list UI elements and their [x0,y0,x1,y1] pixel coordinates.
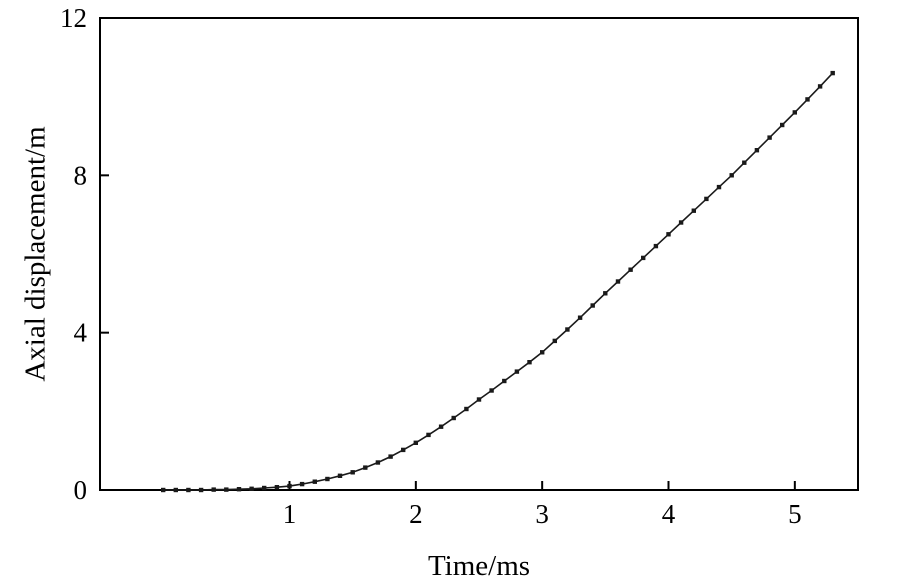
data-point-marker [729,173,734,178]
data-point-marker [312,479,317,484]
data-point-marker [641,255,646,261]
data-point-marker [565,327,570,332]
data-point-marker [817,84,823,89]
data-point-marker [691,208,696,213]
data-point-marker [325,476,330,482]
data-point-marker [426,432,431,438]
data-point-marker [742,160,747,165]
y-tick-label: 4 [74,318,88,348]
data-point-marker [603,291,608,296]
x-tick-label: 3 [535,499,549,529]
data-point-marker [413,440,418,445]
data-point-marker [577,315,583,320]
x-tick-label: 5 [788,499,802,529]
data-point-marker [287,483,292,489]
data-point-marker [350,470,355,475]
data-point-marker [476,397,482,402]
data-point-marker [173,487,178,493]
data-point-marker [514,369,520,374]
data-point-marker [198,487,204,493]
data-point-marker [792,110,797,115]
data-point-marker [830,70,835,76]
data-point-marker [262,485,267,491]
data-point-marker [274,485,280,490]
data-point-marker [388,454,393,459]
data-point-marker [590,303,595,308]
data-point-marker [767,135,772,140]
data-point-marker [628,267,633,272]
data-point-marker [236,487,242,492]
data-point-marker [653,243,659,249]
plot-frame [99,17,859,491]
data-point-marker [704,196,709,202]
data-point-marker [249,486,254,491]
data-point-marker [299,481,305,487]
data-point-marker [375,460,381,465]
data-point-marker [464,406,469,412]
y-axis-label: Axial displacement/m [19,126,52,382]
y-tick-label: 8 [74,160,88,190]
series-line [163,72,834,491]
data-point-marker [186,487,191,493]
y-tick-label: 0 [74,475,88,505]
data-point-marker [161,487,166,493]
x-tick-label: 1 [283,499,297,529]
data-point-marker [489,388,494,393]
data-point-marker [666,232,671,237]
data-point-marker [438,424,444,429]
data-point-marker [211,487,216,492]
data-point-marker [363,465,368,470]
data-point-marker [401,447,406,453]
x-axis-label: Time/ms [427,550,531,582]
data-point-marker [552,338,557,344]
data-point-marker [716,184,722,190]
data-point-marker [805,97,810,102]
data-point-marker [754,148,760,153]
x-tick-label: 4 [662,499,676,529]
data-point-marker [224,487,229,492]
data-point-marker [337,473,343,478]
data-point-marker [502,378,507,384]
data-point-marker [527,360,532,365]
data-point-marker [540,350,545,355]
data-point-marker [615,279,621,284]
data-point-marker [451,415,456,421]
y-tick-label: 12 [60,3,87,33]
data-point-marker [780,122,785,128]
data-point-marker [678,220,684,225]
x-tick-label: 2 [409,499,423,529]
